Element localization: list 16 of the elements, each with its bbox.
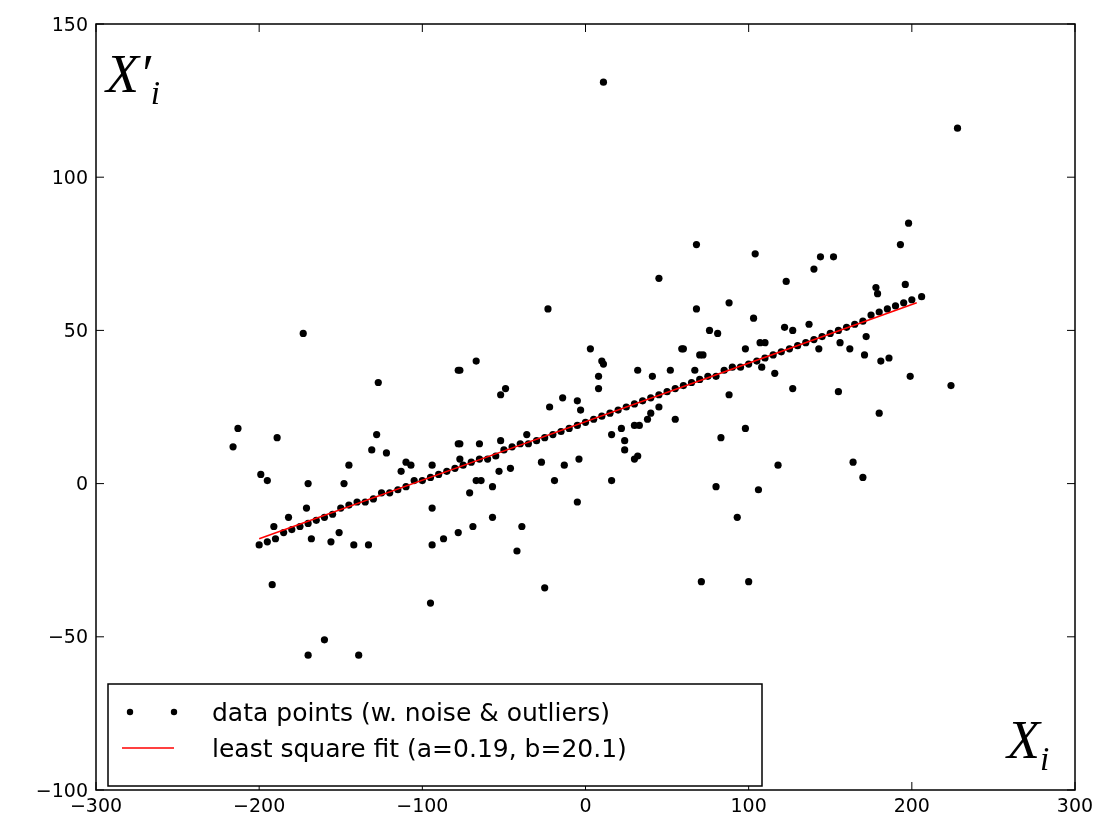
y-tick-label: 50 xyxy=(63,319,88,342)
x-axis-title: X$_{i}$ xyxy=(1005,710,1050,777)
legend-label: least square fit (a=0.19, b=20.1) xyxy=(212,733,627,763)
y-tick-label: 0 xyxy=(75,472,88,495)
x-tick-label: 0 xyxy=(579,794,592,816)
y-axis-title: X′$_{i}$ xyxy=(104,44,161,111)
y-tick-label: −50 xyxy=(47,625,88,648)
y-tick-label: 100 xyxy=(51,165,88,188)
x-tick-label: 300 xyxy=(1056,794,1094,816)
x-tick-label: 100 xyxy=(730,794,767,816)
y-tick-label: −100 xyxy=(35,778,88,801)
x-tick-label: 200 xyxy=(893,794,930,816)
legend-label: data points (w. noise & outliers) xyxy=(212,697,610,727)
x-tick-label: −200 xyxy=(233,794,286,816)
x-tick-label: −100 xyxy=(396,794,449,816)
y-tick-label: 150 xyxy=(51,12,88,35)
